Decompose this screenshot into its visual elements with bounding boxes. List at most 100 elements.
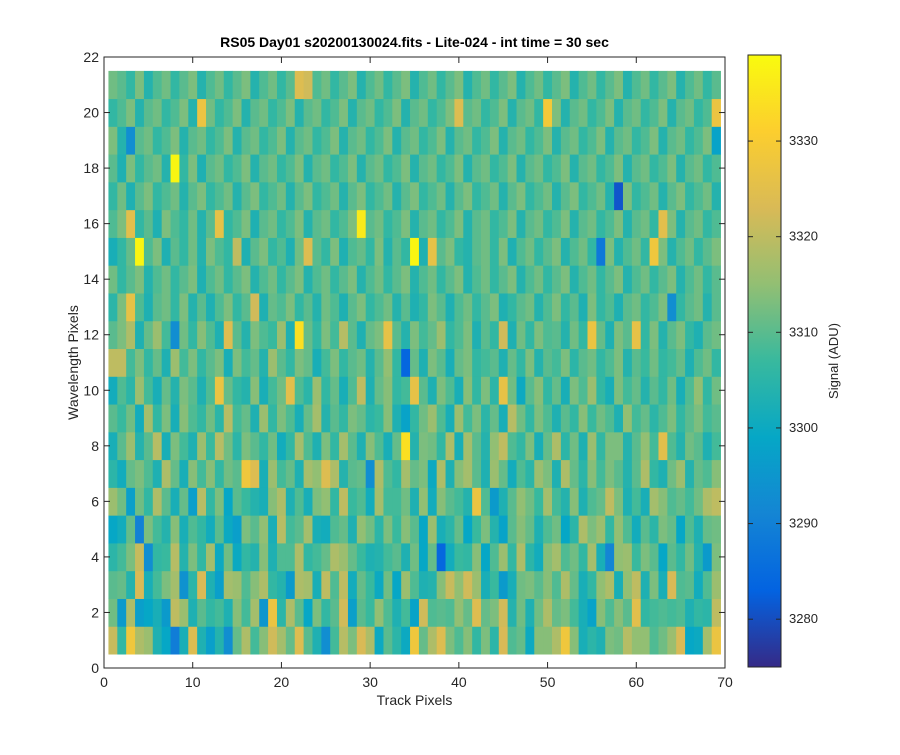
heatmap-cell — [525, 293, 535, 322]
heatmap-cell — [143, 598, 154, 627]
heatmap-cell — [676, 181, 686, 211]
heatmap-cell — [489, 181, 500, 211]
heatmap-cell — [401, 431, 411, 461]
heatmap-cell — [276, 404, 287, 433]
heatmap-cell — [206, 348, 216, 377]
heatmap-cell — [170, 404, 180, 433]
heatmap-cell — [667, 70, 677, 100]
heatmap-cell — [587, 626, 597, 655]
heatmap-cell — [552, 543, 562, 572]
heatmap-cell — [534, 293, 544, 322]
heatmap-cell — [614, 98, 624, 127]
heatmap-cell — [303, 126, 313, 155]
heatmap-cell — [454, 459, 464, 488]
heatmap-cell — [560, 543, 571, 572]
heatmap-cell — [631, 376, 642, 405]
heatmap-cell — [569, 404, 580, 433]
heatmap-cell — [622, 570, 633, 599]
heatmap-cell — [126, 570, 136, 599]
heatmap-cell — [241, 70, 251, 100]
heatmap-cell — [711, 376, 721, 405]
heatmap-cell — [436, 459, 446, 488]
heatmap-cell — [454, 237, 464, 266]
heatmap-cell — [268, 348, 278, 377]
heatmap-cell — [436, 98, 446, 127]
heatmap-cell — [143, 265, 154, 294]
heatmap-cell — [410, 348, 420, 377]
heatmap-cell — [268, 237, 278, 266]
heatmap-cell — [472, 237, 482, 266]
heatmap-cell — [649, 570, 659, 599]
heatmap-cell — [365, 98, 375, 127]
heatmap-cell — [241, 293, 251, 322]
heatmap-cell — [658, 320, 668, 350]
heatmap-cell — [481, 431, 491, 461]
heatmap-cell — [596, 265, 606, 294]
heatmap-cell — [179, 70, 189, 100]
heatmap-cell — [516, 154, 526, 183]
heatmap-cell — [525, 126, 535, 155]
heatmap-cell — [401, 543, 411, 572]
heatmap-cell — [268, 598, 278, 627]
heatmap-cell — [658, 598, 668, 627]
heatmap-cell — [640, 209, 650, 238]
heatmap-cell — [392, 98, 402, 127]
heatmap-cell — [693, 515, 704, 544]
heatmap-cell — [365, 459, 375, 488]
heatmap-cell — [667, 404, 677, 433]
heatmap-cell — [232, 181, 242, 211]
heatmap-cell — [472, 570, 482, 599]
heatmap-cell — [410, 98, 420, 127]
heatmap-cell — [108, 348, 118, 377]
heatmap-cell — [223, 293, 234, 322]
y-tick-label: 18 — [83, 160, 99, 176]
heatmap-cell — [543, 320, 553, 350]
heatmap-cell — [560, 348, 571, 377]
heatmap-cell — [135, 459, 145, 488]
heatmap-cell — [410, 459, 420, 488]
heatmap-cell — [631, 265, 642, 294]
heatmap-cell — [197, 98, 207, 127]
heatmap-cell — [223, 570, 234, 599]
y-tick-label: 22 — [83, 49, 99, 65]
heatmap-cell — [436, 598, 446, 627]
heatmap-cell — [152, 487, 163, 516]
heatmap-cell — [276, 515, 287, 544]
heatmap-cell — [587, 431, 597, 461]
heatmap-cell — [170, 598, 180, 627]
heatmap-cell — [410, 543, 420, 572]
heatmap-cell — [543, 626, 553, 655]
heatmap-cell — [152, 348, 163, 377]
heatmap-cell — [330, 515, 340, 544]
heatmap-cell — [312, 487, 322, 516]
heatmap-cell — [152, 404, 163, 433]
heatmap-cell — [587, 181, 597, 211]
heatmap-cell — [445, 515, 455, 544]
heatmap-cell — [179, 98, 189, 127]
heatmap-cell — [454, 126, 464, 155]
heatmap-cell — [117, 98, 127, 127]
heatmap-cell — [498, 348, 509, 377]
heatmap-cell — [365, 487, 375, 516]
heatmap-cell — [685, 487, 695, 516]
heatmap-cell — [268, 98, 278, 127]
heatmap-cell — [667, 431, 677, 461]
heatmap-cell — [303, 626, 313, 655]
heatmap-cell — [622, 265, 633, 294]
heatmap-cell — [472, 70, 482, 100]
heatmap-cell — [685, 320, 695, 350]
heatmap-cell — [685, 543, 695, 572]
heatmap-cell — [330, 404, 340, 433]
heatmap-cell — [649, 598, 659, 627]
heatmap-cell — [614, 626, 624, 655]
heatmap-cell — [374, 265, 384, 294]
heatmap-cell — [179, 543, 189, 572]
heatmap-cell — [197, 515, 207, 544]
heatmap-cell — [516, 570, 526, 599]
heatmap-cell — [676, 570, 686, 599]
heatmap-cell — [569, 515, 580, 544]
heatmap-cell — [276, 293, 287, 322]
heatmap-cell — [294, 126, 305, 155]
heatmap-cell — [676, 376, 686, 405]
